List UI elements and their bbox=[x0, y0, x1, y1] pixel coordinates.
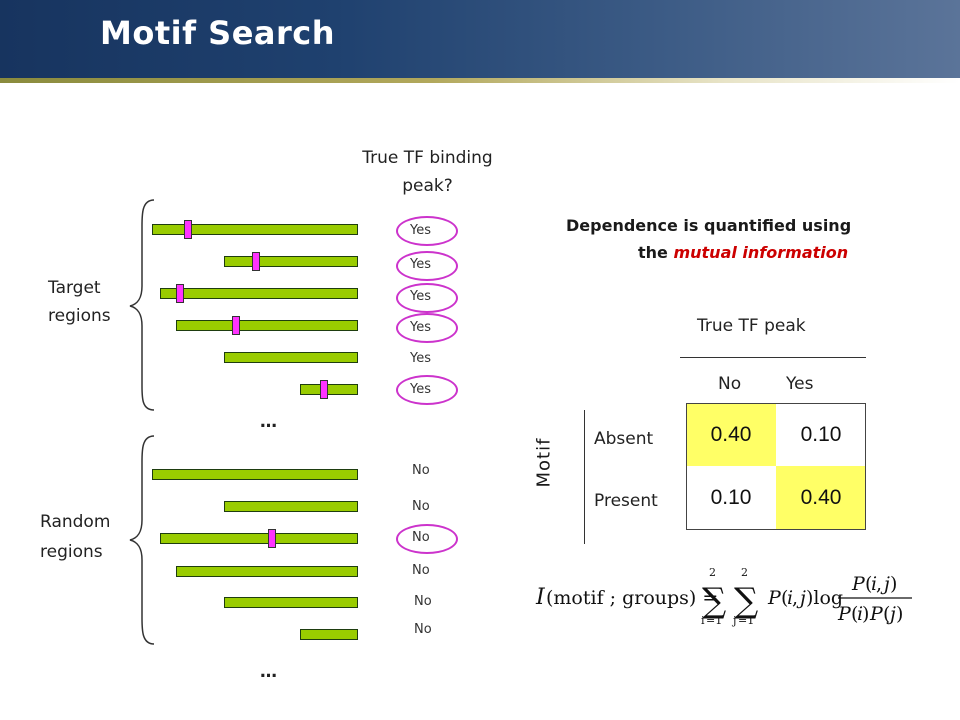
svg-text:P: P bbox=[767, 587, 782, 609]
highlight-oval bbox=[396, 251, 458, 281]
row-header-present: Present bbox=[594, 491, 658, 511]
table-title-rule bbox=[680, 357, 866, 358]
svg-text:(: ( bbox=[851, 603, 858, 625]
svg-text:P: P bbox=[851, 573, 866, 595]
random-region-bar bbox=[224, 501, 358, 512]
motif-marker bbox=[252, 252, 260, 271]
dependence-statement: Dependence is quantified using the mutua… bbox=[566, 212, 896, 266]
random-answer: No bbox=[414, 622, 432, 637]
svg-text:)log: )log bbox=[806, 587, 843, 609]
target-regions-label: Target regions bbox=[48, 278, 111, 326]
random-regions-label: Random regions bbox=[40, 512, 111, 562]
svg-text:2: 2 bbox=[741, 566, 748, 579]
target-region-bar bbox=[224, 352, 358, 363]
svg-text:): ) bbox=[890, 573, 897, 595]
svg-text:P: P bbox=[837, 603, 852, 625]
random-brace bbox=[129, 435, 155, 645]
random-answer: No bbox=[412, 563, 430, 578]
statement-prefix: the bbox=[638, 243, 668, 262]
random-answer: No bbox=[412, 530, 430, 545]
svg-text:): ) bbox=[896, 603, 903, 625]
header-accent-line bbox=[0, 78, 960, 83]
highlight-oval bbox=[396, 375, 458, 405]
svg-text:(: ( bbox=[883, 603, 890, 625]
target-answer: Yes bbox=[410, 320, 431, 335]
target-region-bar bbox=[160, 288, 358, 299]
svg-text:=1: =1 bbox=[738, 614, 754, 627]
cell-present-yes: 0.40 bbox=[776, 466, 866, 530]
target-answer: Yes bbox=[410, 382, 431, 397]
header-band bbox=[0, 0, 960, 78]
svg-text:P: P bbox=[869, 603, 884, 625]
col-header-yes: Yes bbox=[786, 374, 814, 394]
random-answer: No bbox=[412, 463, 430, 478]
target-region-bar bbox=[224, 256, 358, 267]
row-group-label-wrap: Motif bbox=[524, 432, 564, 496]
statement-line-1: Dependence is quantified using bbox=[566, 216, 852, 235]
motif-marker bbox=[232, 316, 240, 335]
random-region-bar bbox=[176, 566, 358, 577]
row-group-label: Motif bbox=[533, 437, 555, 488]
row-header-absent: Absent bbox=[594, 429, 654, 449]
random-answer: No bbox=[414, 594, 432, 609]
cell-absent-yes: 0.10 bbox=[776, 403, 866, 466]
highlight-oval bbox=[396, 313, 458, 343]
row-header-rule bbox=[584, 410, 585, 544]
svg-text:): ) bbox=[862, 603, 869, 625]
svg-text:i: i bbox=[857, 603, 863, 625]
mutual-information-emphasis: mutual information bbox=[673, 243, 849, 262]
mutual-information-formula: I (motif ; groups) = ∑ 2 i =1 ∑ 2 j =1 P… bbox=[535, 566, 912, 627]
svg-text:i: i bbox=[701, 614, 705, 627]
highlight-oval bbox=[396, 283, 458, 313]
svg-text:2: 2 bbox=[709, 566, 716, 579]
ellipsis: … bbox=[260, 412, 277, 432]
table-title: True TF peak bbox=[697, 316, 806, 336]
target-answer: Yes bbox=[410, 223, 431, 238]
highlight-oval bbox=[396, 216, 458, 246]
target-brace bbox=[129, 199, 155, 411]
motif-marker bbox=[268, 529, 276, 548]
table-border bbox=[686, 403, 866, 530]
cell-present-no: 0.10 bbox=[686, 466, 776, 530]
random-region-bar bbox=[152, 469, 358, 480]
svg-text:(: ( bbox=[781, 587, 788, 609]
svg-text:j: j bbox=[880, 573, 890, 595]
svg-text:,: , bbox=[792, 587, 798, 609]
svg-text:∑: ∑ bbox=[734, 581, 758, 621]
label-mask bbox=[458, 313, 472, 344]
cell-absent-no: 0.40 bbox=[686, 403, 776, 466]
statement-line-2: the mutual information bbox=[566, 239, 896, 266]
svg-text:j: j bbox=[886, 603, 896, 625]
svg-text:i: i bbox=[787, 587, 793, 609]
svg-text:(: ( bbox=[865, 573, 872, 595]
label-mask bbox=[458, 216, 472, 247]
random-region-bar bbox=[300, 629, 358, 640]
ellipsis: … bbox=[260, 662, 277, 682]
motif-marker bbox=[184, 220, 192, 239]
svg-text:(motif ; groups) =: (motif ; groups) = bbox=[546, 587, 718, 609]
svg-text:j: j bbox=[796, 587, 806, 609]
highlight-oval bbox=[396, 524, 458, 554]
column-header: True TF binding peak? bbox=[362, 148, 493, 196]
random-answer: No bbox=[412, 499, 430, 514]
page-title: Motif Search bbox=[100, 14, 336, 52]
svg-text:∑: ∑ bbox=[702, 581, 726, 621]
target-answer: Yes bbox=[410, 351, 431, 366]
target-answer: Yes bbox=[410, 289, 431, 304]
svg-text:i: i bbox=[871, 573, 877, 595]
col-header-no: No bbox=[718, 374, 742, 394]
random-region-bar bbox=[160, 533, 358, 544]
random-region-bar bbox=[224, 597, 358, 608]
target-region-bar bbox=[176, 320, 358, 331]
target-region-bar bbox=[152, 224, 358, 235]
svg-text:j: j bbox=[731, 614, 736, 627]
target-region-bar bbox=[300, 384, 358, 395]
svg-text:,: , bbox=[876, 573, 882, 595]
motif-marker bbox=[176, 284, 184, 303]
svg-text:=1: =1 bbox=[706, 614, 722, 627]
motif-marker bbox=[320, 380, 328, 399]
svg-text:I: I bbox=[535, 585, 546, 610]
target-answer: Yes bbox=[410, 257, 431, 272]
